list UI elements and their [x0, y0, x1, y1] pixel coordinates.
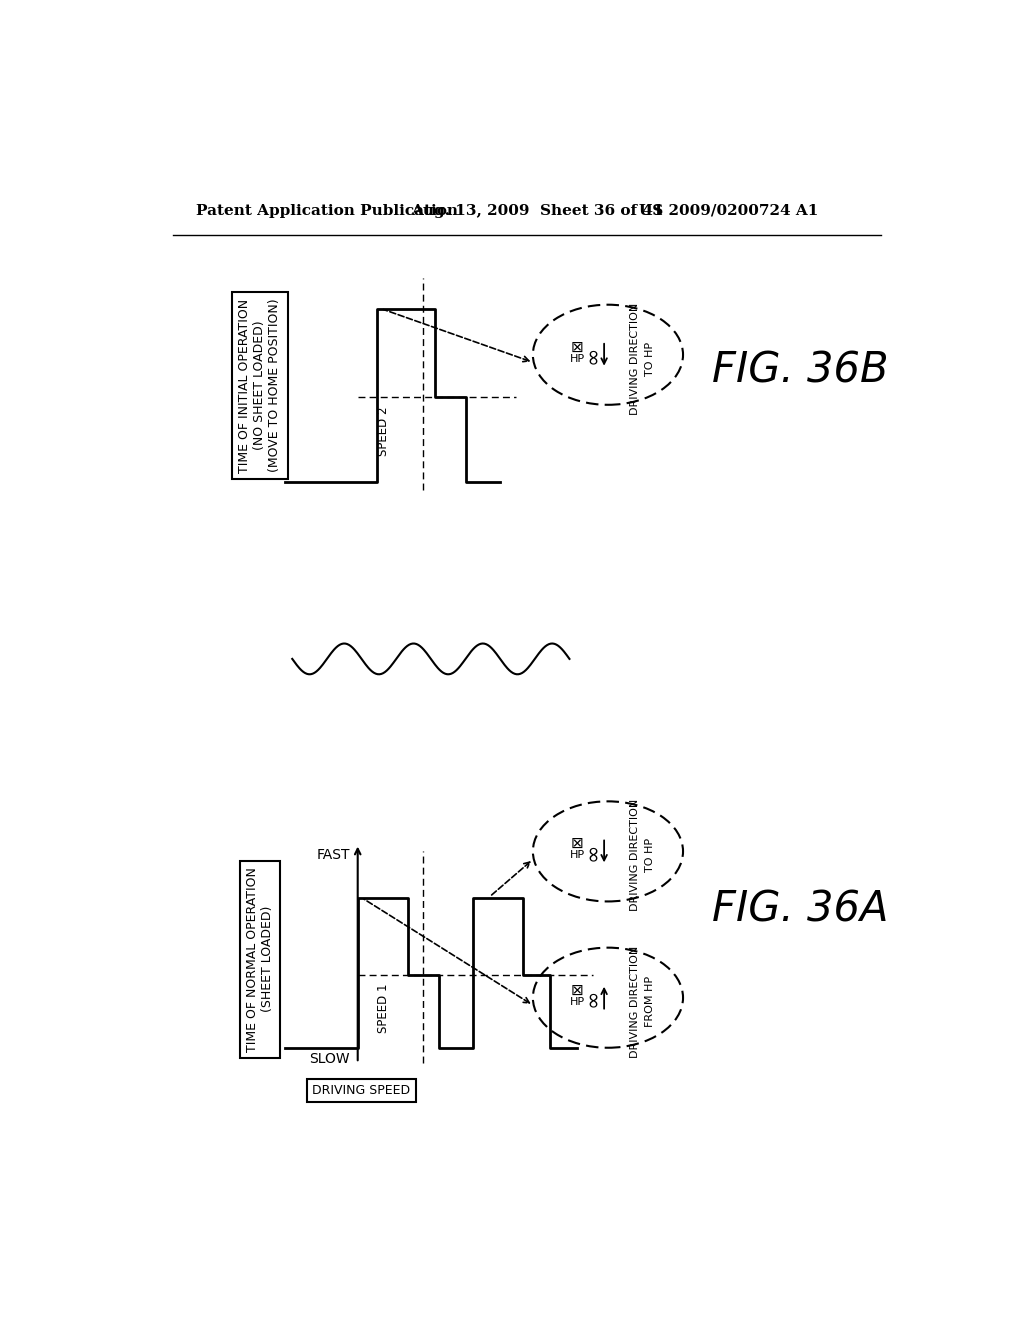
Text: HP: HP [569, 850, 585, 861]
Text: US 2009/0200724 A1: US 2009/0200724 A1 [639, 203, 818, 218]
Text: Aug. 13, 2009  Sheet 36 of 41: Aug. 13, 2009 Sheet 36 of 41 [412, 203, 665, 218]
Text: SPEED 1: SPEED 1 [377, 983, 390, 1034]
Text: ∞: ∞ [583, 346, 602, 364]
Text: SLOW: SLOW [309, 1052, 350, 1067]
Text: TIME OF INITIAL OPERATION
(NO SHEET LOADED)
(MOVE TO HOME POSITION): TIME OF INITIAL OPERATION (NO SHEET LOAD… [239, 298, 282, 473]
Text: ⊠: ⊠ [570, 982, 584, 998]
Text: SPEED 2: SPEED 2 [377, 407, 390, 455]
Text: ∞: ∞ [583, 842, 602, 861]
Text: HP: HP [569, 354, 585, 363]
Text: FIG. 36B: FIG. 36B [713, 350, 889, 391]
Text: ∞: ∞ [583, 989, 602, 1007]
Text: TO HP: TO HP [645, 838, 655, 873]
Text: Patent Application Publication: Patent Application Publication [196, 203, 458, 218]
Text: TO HP: TO HP [645, 342, 655, 376]
Text: ⊠: ⊠ [570, 339, 584, 355]
Text: ⊠: ⊠ [570, 836, 584, 851]
Text: HP: HP [569, 997, 585, 1007]
Text: DRIVING DIRECTION: DRIVING DIRECTION [630, 302, 640, 414]
Text: DRIVING DIRECTION: DRIVING DIRECTION [630, 945, 640, 1057]
Text: FIG. 36A: FIG. 36A [713, 888, 889, 931]
Text: TIME OF NORMAL OPERATION
(SHEET LOADED): TIME OF NORMAL OPERATION (SHEET LOADED) [246, 867, 274, 1052]
Text: FROM HP: FROM HP [645, 975, 655, 1027]
Text: FAST: FAST [316, 849, 350, 862]
Text: DRIVING DIRECTION: DRIVING DIRECTION [630, 799, 640, 911]
Text: DRIVING SPEED: DRIVING SPEED [312, 1084, 411, 1097]
